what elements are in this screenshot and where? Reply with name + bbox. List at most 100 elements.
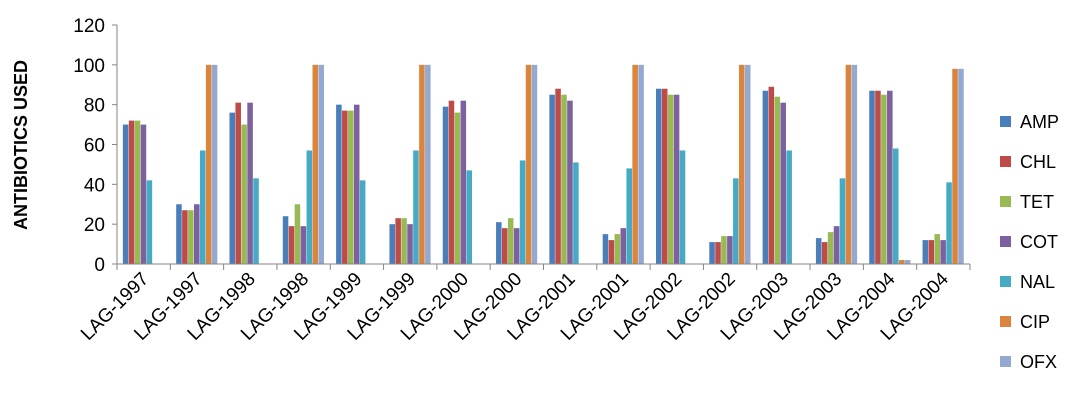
bar-tet xyxy=(561,94,567,265)
bar-tet xyxy=(774,96,781,264)
legend-swatch-ofx xyxy=(1000,356,1011,367)
bar-cip xyxy=(952,68,958,264)
bar-chl xyxy=(768,86,775,265)
bar-amp xyxy=(336,104,342,264)
bar-tet xyxy=(188,210,194,264)
bar-nal xyxy=(413,150,419,264)
y-tick-label: 0 xyxy=(94,255,105,276)
bar-nal xyxy=(306,150,313,264)
bar-cot xyxy=(194,204,200,264)
bar-amp xyxy=(709,242,715,264)
bar-cot xyxy=(353,104,360,264)
legend-label-cip: CIP xyxy=(1020,312,1050,332)
y-axis-title: ANTIBIOTICS USED xyxy=(11,60,31,230)
bar-nal xyxy=(946,182,952,264)
legend: AMP CHL TET COT NAL CIP OFX xyxy=(1000,112,1059,372)
bar-amp xyxy=(815,238,822,264)
y-tick-label: 40 xyxy=(84,175,105,196)
bar-tet xyxy=(134,120,141,264)
bar-chl xyxy=(395,218,401,264)
bar-chl xyxy=(182,210,188,264)
bar-tet xyxy=(507,218,514,264)
bar-chl xyxy=(235,102,241,264)
legend-label-cot: COT xyxy=(1020,232,1058,252)
bar-nal xyxy=(733,178,739,264)
legend-label-ofx: OFX xyxy=(1020,352,1057,372)
bar-nal xyxy=(359,180,366,264)
bar-amp xyxy=(762,90,769,264)
plot-area xyxy=(122,64,964,265)
legend-label-amp: AMP xyxy=(1020,112,1059,132)
legend-swatch-cot xyxy=(1000,236,1011,247)
bar-amp xyxy=(496,222,502,264)
bar-ofx xyxy=(744,64,751,264)
bar-cot xyxy=(727,236,733,264)
bar-nal xyxy=(466,170,473,264)
bar-nal xyxy=(199,150,206,264)
bar-chl xyxy=(501,228,508,264)
bar-tet xyxy=(827,232,834,264)
bar-nal xyxy=(146,180,153,264)
bar-amp xyxy=(229,112,236,264)
bar-tet xyxy=(294,204,301,264)
bar-cip xyxy=(898,260,905,264)
bar-tet xyxy=(348,110,354,264)
bar-ofx xyxy=(211,64,218,264)
y-tick-label: 100 xyxy=(73,56,105,77)
bar-amp xyxy=(122,124,129,264)
bar-amp xyxy=(602,234,609,265)
bar-tet xyxy=(614,234,621,265)
y-axis: 0 20 40 60 80 100 120 xyxy=(73,16,118,276)
legend-swatch-chl xyxy=(1000,156,1011,167)
y-tick-label: 120 xyxy=(73,16,105,37)
bar-ofx xyxy=(638,64,644,264)
bar-tet xyxy=(241,124,247,264)
bar-chl xyxy=(288,226,295,264)
bar-nal xyxy=(253,178,259,264)
bar-cip xyxy=(845,64,852,264)
bar-nal xyxy=(786,150,792,264)
bar-ofx xyxy=(531,64,538,264)
bar-amp xyxy=(176,204,182,264)
bar-tet xyxy=(881,94,887,265)
bar-cip xyxy=(739,64,745,264)
y-tick-label: 60 xyxy=(84,136,105,157)
bar-cot xyxy=(247,102,253,264)
bar-cot xyxy=(140,124,147,264)
legend-swatch-amp xyxy=(1000,116,1011,127)
bar-amp xyxy=(869,90,875,264)
bar-cip xyxy=(419,64,425,264)
bar-amp xyxy=(389,224,395,264)
bar-amp xyxy=(922,240,929,264)
bar-tet xyxy=(401,218,407,264)
bar-nal xyxy=(679,150,686,264)
bar-chl xyxy=(128,120,135,264)
bar-chl xyxy=(715,242,721,264)
y-tick-label: 80 xyxy=(84,96,105,117)
bar-tet xyxy=(934,234,940,265)
bar-amp xyxy=(655,88,662,264)
bar-chl xyxy=(928,240,935,264)
bar-cot xyxy=(300,226,307,264)
legend-label-nal: NAL xyxy=(1020,272,1055,292)
legend-swatch-cip xyxy=(1000,316,1011,327)
bar-chl xyxy=(875,90,881,264)
bar-ofx xyxy=(425,64,431,264)
bar-tet xyxy=(667,94,674,265)
legend-swatch-tet xyxy=(1000,196,1011,207)
bar-cot xyxy=(620,228,627,264)
bar-chl xyxy=(661,88,668,264)
bar-amp xyxy=(549,94,555,265)
bar-amp xyxy=(282,216,289,264)
bar-cot xyxy=(673,94,680,265)
bar-cip xyxy=(632,64,638,264)
bar-chl xyxy=(555,88,561,264)
y-tick-label: 20 xyxy=(84,215,105,236)
bar-cot xyxy=(887,90,893,264)
legend-swatch-nal xyxy=(1000,276,1011,287)
bar-chl xyxy=(821,242,828,264)
bar-chl xyxy=(342,110,348,264)
bar-nal xyxy=(519,160,526,264)
bar-cot xyxy=(567,100,573,265)
